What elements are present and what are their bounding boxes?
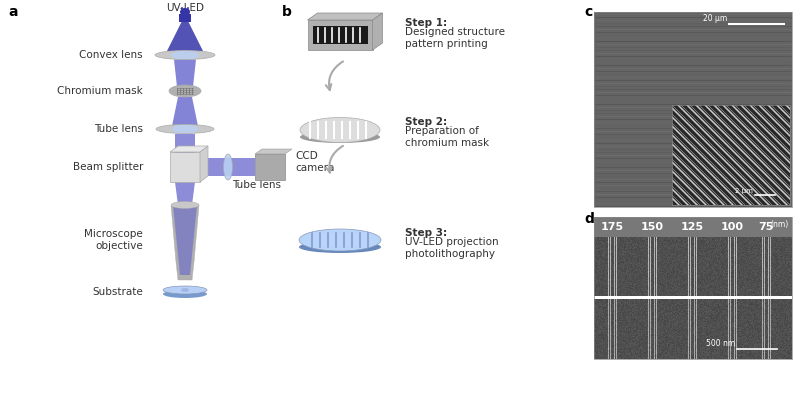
Ellipse shape [163, 286, 207, 294]
Text: Substrate: Substrate [92, 287, 143, 297]
Text: Convex lens: Convex lens [79, 50, 143, 60]
Text: Tube lens: Tube lens [232, 180, 281, 190]
Text: Designed structure
pattern printing: Designed structure pattern printing [405, 27, 505, 49]
Text: 500 nm: 500 nm [706, 339, 735, 348]
Ellipse shape [171, 50, 199, 60]
Polygon shape [170, 146, 208, 152]
Text: b: b [282, 5, 292, 19]
Ellipse shape [171, 202, 199, 208]
Ellipse shape [155, 50, 215, 60]
Text: UV-LED projection
photolithography: UV-LED projection photolithography [405, 237, 498, 258]
Bar [594, 12, 792, 207]
Ellipse shape [169, 85, 201, 97]
Text: 2 μm: 2 μm [735, 188, 753, 194]
Ellipse shape [156, 124, 214, 134]
Text: Step 1:: Step 1: [405, 18, 447, 28]
Polygon shape [175, 182, 195, 205]
Text: Preparation of
chromium mask: Preparation of chromium mask [405, 126, 489, 148]
Bar [313, 26, 367, 44]
Ellipse shape [181, 288, 189, 292]
Text: Beam splitter: Beam splitter [73, 162, 143, 172]
Polygon shape [200, 158, 255, 176]
Bar [307, 20, 373, 50]
Bar [594, 12, 792, 207]
Ellipse shape [299, 229, 381, 251]
Text: CCD
camera: CCD camera [295, 151, 334, 173]
Bar [594, 237, 792, 297]
Ellipse shape [300, 131, 380, 143]
Ellipse shape [300, 118, 380, 142]
Text: UV-LED: UV-LED [166, 3, 204, 13]
Ellipse shape [299, 241, 381, 253]
Polygon shape [175, 134, 195, 155]
Text: Microscope
objective: Microscope objective [84, 229, 143, 251]
Bar [672, 105, 790, 205]
Bar [672, 105, 790, 205]
Text: 20 μm: 20 μm [702, 14, 727, 23]
Text: 100: 100 [721, 222, 743, 232]
Polygon shape [167, 22, 203, 51]
Text: Step 2:: Step 2: [405, 117, 447, 127]
Polygon shape [200, 146, 208, 182]
Text: Tube lens: Tube lens [94, 124, 143, 134]
Ellipse shape [180, 8, 190, 16]
Text: c: c [584, 5, 592, 19]
Bar [594, 299, 792, 359]
Ellipse shape [223, 154, 233, 180]
Bar [170, 152, 200, 182]
Text: 125: 125 [681, 222, 703, 232]
Bar [594, 217, 792, 359]
Ellipse shape [172, 124, 198, 134]
Text: a: a [8, 5, 18, 19]
Polygon shape [171, 205, 199, 280]
Text: Step 3:: Step 3: [405, 228, 447, 238]
Polygon shape [255, 149, 292, 154]
Bar [179, 14, 191, 22]
Bar [255, 154, 285, 180]
Text: d: d [584, 212, 594, 226]
Text: 75: 75 [758, 222, 774, 232]
Bar [594, 296, 792, 298]
Polygon shape [172, 97, 198, 126]
Polygon shape [373, 13, 382, 50]
Text: 150: 150 [641, 222, 663, 232]
Ellipse shape [163, 290, 207, 298]
Text: Chromium mask: Chromium mask [58, 86, 143, 96]
Text: 175: 175 [601, 222, 623, 232]
Polygon shape [174, 60, 196, 87]
Polygon shape [307, 13, 382, 20]
Polygon shape [173, 205, 197, 275]
Text: (nm): (nm) [770, 220, 789, 229]
Bar [594, 217, 792, 237]
